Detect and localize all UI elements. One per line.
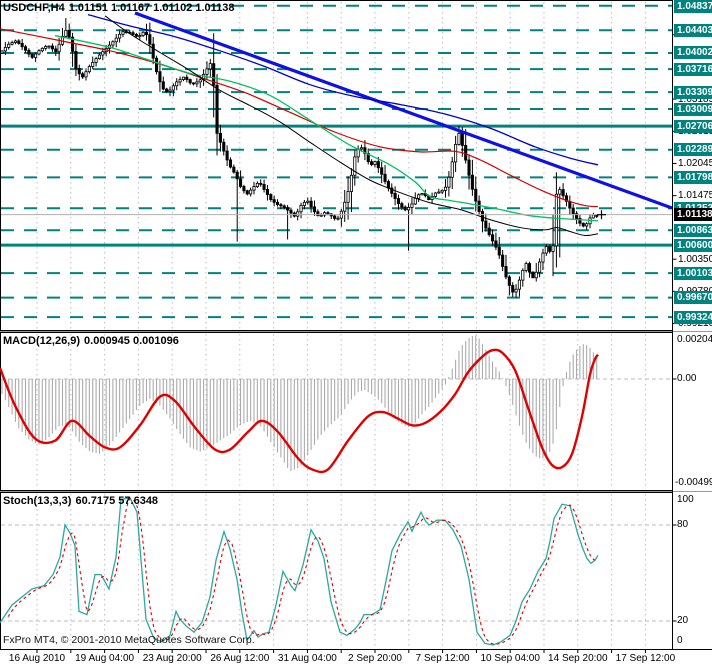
stoch-header: Stoch(13,3,3) 60.7175 57.6348 — [3, 495, 162, 507]
time-axis-label: 19 Aug 04:00 — [75, 653, 135, 664]
stoch-scale-label: 20 — [677, 615, 689, 626]
current-price-label: 1.01138 — [674, 208, 712, 222]
price-level-label: 1.02706 — [674, 119, 712, 133]
macd-max-label: 0.00204 — [677, 334, 712, 345]
main-chart-header: USDCHF,H4 1.01151 1.01167 1.01102 1.01138 — [3, 2, 239, 14]
macd-min-label: -0.00499 — [675, 477, 712, 488]
time-axis-label: 2 Sep 20:00 — [348, 653, 402, 664]
price-level-label: 1.03009 — [674, 102, 712, 116]
time-axis-label: 7 Sep 12:00 — [415, 653, 470, 664]
price-tick-label: 1.00350 — [678, 253, 712, 265]
price-tick-label: 1.01475 — [678, 190, 712, 202]
price-level-label: 1.02289 — [674, 143, 712, 157]
stoch-scale-label: 0 — [677, 635, 683, 646]
stoch-scale-label: 100 — [677, 494, 694, 505]
macd-indicator-label: MACD(12,26,9) — [3, 335, 81, 347]
symbol-timeframe-label: USDCHF,H4 — [3, 2, 65, 14]
stoch-scale-label: 80 — [677, 519, 689, 530]
price-level-label: 1.01798 — [674, 170, 712, 184]
time-axis-label: 23 Aug 20:00 — [142, 653, 202, 664]
stoch-indicator-label: Stoch(13,3,3) — [3, 495, 72, 507]
time-axis-label: 10 Sep 04:00 — [480, 653, 540, 664]
macd-zero-label: 0.00 — [677, 372, 697, 384]
price-level-label: 1.04837 — [674, 0, 712, 13]
price-level-label: 1.00600 — [674, 238, 712, 252]
time-axis-label: 17 Sep 12:00 — [615, 653, 676, 664]
price-level-label: 1.00863 — [674, 223, 712, 237]
time-axis-label: 31 Aug 04:00 — [277, 653, 337, 664]
price-level-label: 1.00103 — [674, 266, 712, 280]
price-level-label: 1.04002 — [674, 46, 712, 60]
price-level-label: 0.99324 — [674, 310, 712, 324]
time-axis-label: 26 Aug 12:00 — [210, 653, 270, 664]
price-tick-label: 1.03185 — [678, 93, 712, 105]
price-tick-label: 1.02045 — [678, 157, 712, 169]
copyright-text: FxPro MT4, © 2001-2010 MetaQuotes Softwa… — [3, 634, 255, 646]
stoch-values: 60.7175 57.6348 — [75, 495, 159, 507]
macd-values: 0.000945 0.001096 — [84, 335, 179, 347]
price-level-label: 0.99670 — [674, 291, 712, 305]
macd-header: MACD(12,26,9) 0.000945 0.001096 — [3, 335, 183, 347]
ohlc-values: 1.01151 1.01167 1.01102 1.01138 — [68, 2, 235, 14]
price-level-label: 1.03716 — [674, 62, 712, 76]
time-axis-label: 16 Aug 2010 — [8, 653, 66, 664]
time-axis-label: 14 Sep 20:00 — [548, 653, 608, 664]
price-level-label: 1.04403 — [674, 23, 712, 37]
price-level-label: 1.03309 — [674, 85, 712, 99]
